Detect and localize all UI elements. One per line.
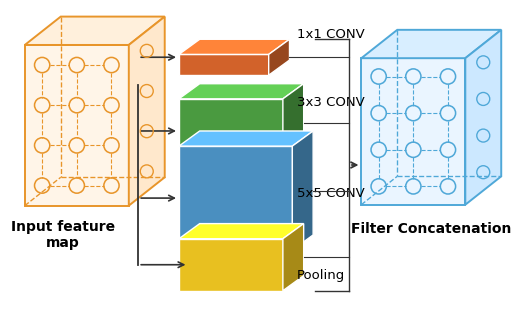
Polygon shape [179,239,283,291]
Polygon shape [179,224,304,239]
Text: 3x3 CONV: 3x3 CONV [297,96,365,110]
Polygon shape [293,131,313,250]
Text: Filter Concatenation: Filter Concatenation [351,222,512,236]
Polygon shape [465,30,501,205]
Polygon shape [283,84,304,163]
Polygon shape [283,224,304,291]
Text: Input feature
map: Input feature map [11,220,115,250]
Polygon shape [179,54,269,75]
Text: 5x5 CONV: 5x5 CONV [297,187,365,200]
Text: Pooling: Pooling [297,269,345,281]
Polygon shape [179,146,293,250]
Polygon shape [269,39,289,75]
Polygon shape [129,16,165,206]
Polygon shape [179,84,304,99]
Text: 1x1 CONV: 1x1 CONV [297,28,365,41]
Polygon shape [179,99,283,163]
Polygon shape [361,30,501,58]
Polygon shape [179,39,289,54]
Polygon shape [25,45,129,206]
Polygon shape [361,58,465,205]
Polygon shape [25,16,165,45]
Polygon shape [179,131,313,146]
